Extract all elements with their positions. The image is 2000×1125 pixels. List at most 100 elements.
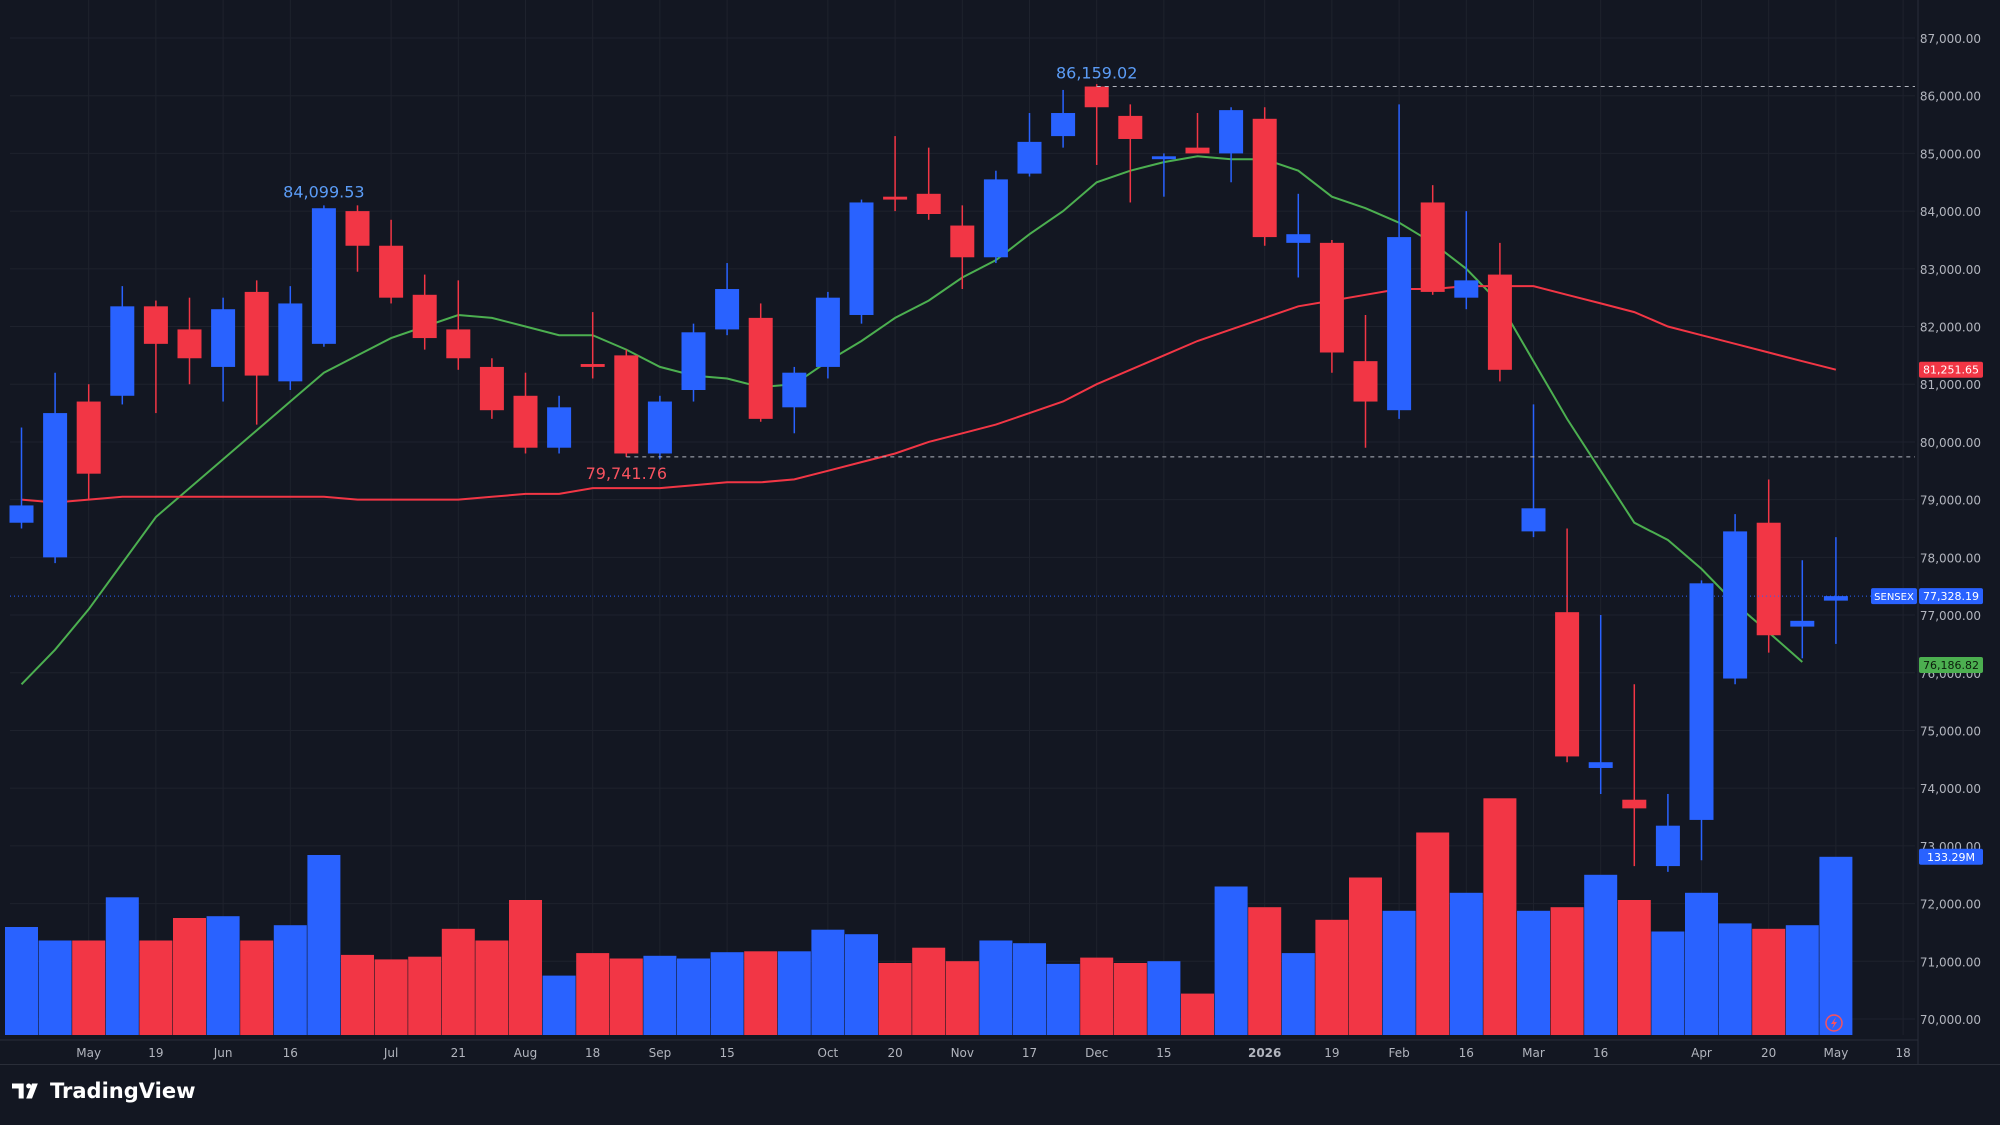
volume-bar — [811, 929, 845, 1035]
candle[interactable] — [43, 372, 68, 564]
volume-bar — [1382, 910, 1416, 1035]
volume-bar — [576, 953, 610, 1035]
candle[interactable] — [580, 312, 605, 379]
candle[interactable] — [1252, 107, 1277, 246]
candle-body — [1689, 583, 1714, 820]
candle[interactable] — [513, 372, 538, 454]
candle[interactable] — [1319, 239, 1344, 373]
candle[interactable] — [177, 297, 202, 385]
candle[interactable] — [1151, 153, 1176, 197]
candle-body — [43, 413, 68, 558]
volume-bar — [240, 940, 274, 1035]
candle-body — [412, 294, 437, 339]
candle-body — [1823, 596, 1848, 601]
candle[interactable] — [681, 323, 706, 402]
candle[interactable] — [916, 147, 941, 220]
candle[interactable] — [110, 286, 135, 405]
x-tick-label: Feb — [1388, 1046, 1409, 1060]
symbol-tag: SENSEX — [1871, 588, 1917, 605]
candle[interactable] — [983, 170, 1008, 264]
candle-body — [143, 306, 168, 344]
candle[interactable] — [211, 297, 236, 402]
candle-body — [1219, 110, 1244, 154]
candle[interactable] — [1790, 560, 1815, 659]
candle[interactable] — [1588, 615, 1613, 794]
candle[interactable] — [412, 274, 437, 350]
candle-body — [1420, 202, 1445, 292]
candle[interactable] — [1286, 193, 1311, 278]
volume-bar — [273, 925, 307, 1035]
volume-bar — [105, 897, 139, 1035]
candle[interactable] — [647, 395, 672, 460]
candle[interactable] — [1185, 113, 1210, 154]
candle[interactable] — [1622, 684, 1647, 867]
volume-last-badge-bg — [1919, 848, 1983, 865]
candle[interactable] — [1387, 104, 1412, 419]
volume-bar — [912, 947, 946, 1035]
candlestick-chart[interactable]: 84,099.53 86,159.02 79,741.76 87,000.00 86,… — [0, 0, 2000, 1064]
candle[interactable] — [479, 358, 504, 419]
y-tick-label: 70,000.00 — [1920, 1013, 1981, 1027]
candle-body — [1084, 86, 1109, 108]
candle[interactable] — [1655, 793, 1680, 872]
x-tick-label: Aug — [514, 1046, 537, 1060]
ma-fast-last-badge-bg — [1919, 656, 1983, 673]
candle[interactable] — [446, 280, 471, 370]
candle[interactable] — [1723, 514, 1748, 685]
candle-body — [748, 317, 773, 419]
tradingview-logo[interactable]: TradingView — [12, 1079, 195, 1103]
candle-body — [1487, 274, 1512, 370]
candle[interactable] — [614, 349, 639, 457]
candle-body — [1118, 115, 1143, 139]
candle-body — [983, 179, 1008, 258]
candle[interactable] — [311, 205, 336, 347]
candle[interactable] — [1017, 113, 1042, 177]
candle[interactable] — [278, 286, 303, 391]
last-price-badge-bg — [1919, 588, 1983, 605]
candle[interactable] — [1118, 104, 1143, 203]
candle[interactable] — [1756, 479, 1781, 653]
volume-bar — [1651, 931, 1685, 1035]
candle[interactable] — [1051, 89, 1076, 148]
candle[interactable] — [1420, 185, 1445, 295]
candle[interactable] — [547, 395, 572, 454]
candle[interactable] — [748, 303, 773, 422]
candle[interactable] — [9, 427, 34, 529]
y-tick-label: 74,000.00 — [1920, 782, 1981, 796]
volume-bar — [1248, 907, 1282, 1035]
candle[interactable] — [1689, 580, 1714, 861]
candle[interactable] — [950, 205, 975, 290]
candle-body — [1387, 237, 1412, 411]
candle-body — [1756, 522, 1781, 636]
candle[interactable] — [244, 280, 269, 425]
candle[interactable] — [1555, 528, 1580, 763]
candle[interactable] — [76, 384, 101, 500]
candle-body — [681, 332, 706, 391]
candle[interactable] — [1353, 314, 1378, 448]
y-tick-label: 79,000.00 — [1920, 494, 1981, 508]
candle[interactable] — [1454, 211, 1479, 310]
candle-body — [1622, 799, 1647, 809]
candle[interactable] — [815, 291, 840, 379]
candle[interactable] — [1521, 404, 1546, 538]
candle[interactable] — [1487, 242, 1512, 382]
volume-bar — [744, 951, 778, 1035]
candle[interactable] — [849, 199, 874, 324]
candle[interactable] — [883, 136, 908, 212]
candle[interactable] — [1823, 537, 1848, 644]
volume-bar — [1685, 892, 1718, 1035]
lightning-icon[interactable] — [1825, 1014, 1843, 1032]
volume-bar — [1483, 798, 1517, 1035]
candle[interactable] — [1219, 107, 1244, 183]
candle[interactable] — [379, 219, 404, 304]
candle[interactable] — [715, 263, 740, 336]
volume-bar — [441, 928, 475, 1035]
annotations: 84,099.53 86,159.02 79,741.76 — [10, 64, 1915, 597]
candle[interactable] — [782, 366, 807, 434]
volume-bar — [945, 961, 979, 1035]
candle[interactable] — [1084, 84, 1109, 165]
candle[interactable] — [345, 205, 370, 272]
candle[interactable] — [143, 300, 168, 414]
time-axis[interactable]: May 19 Jun 16 Jul 21 Aug 18 Sep 15 Oct 20 Nov 17 Dec 15… — [0, 1039, 1918, 1060]
